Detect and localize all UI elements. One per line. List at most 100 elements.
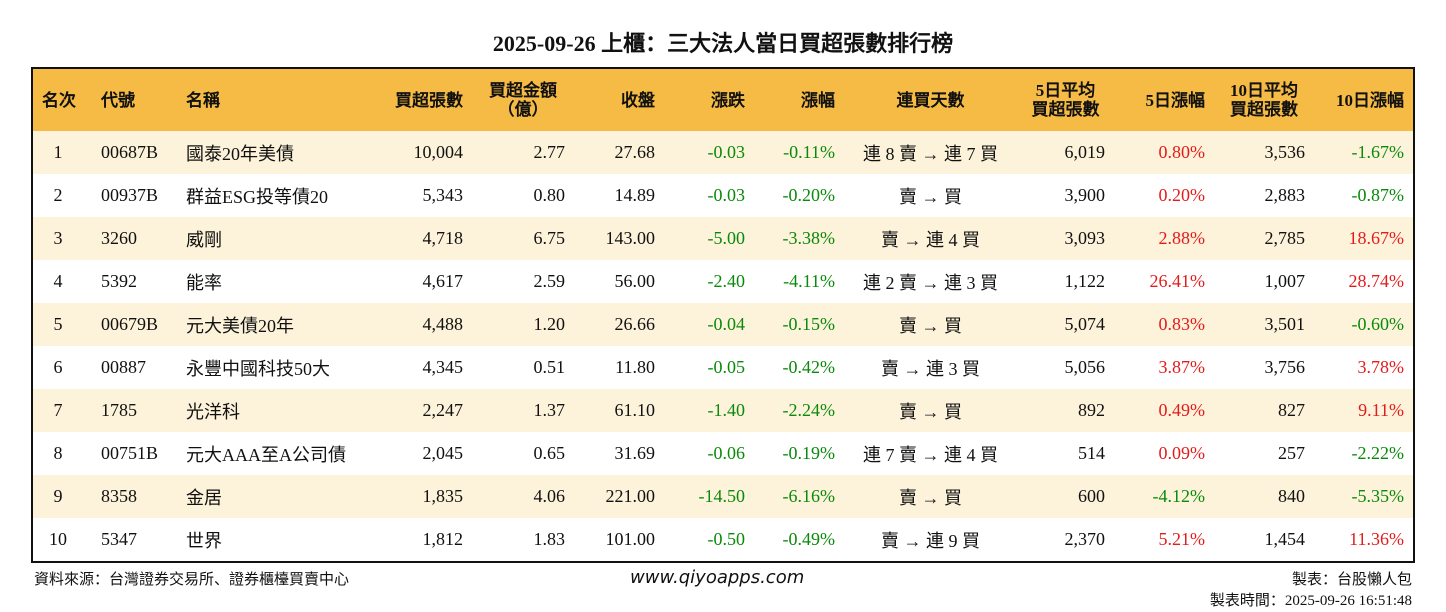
table-cell: 31.69 xyxy=(614,443,656,463)
table-cell: 61.10 xyxy=(614,400,656,420)
table-cell: -0.11% xyxy=(783,142,835,162)
header-cell: 名稱 xyxy=(177,91,372,110)
table-cell: 2,883 xyxy=(1264,185,1306,205)
table-cell: 連 2 賣 → 連 3 買 xyxy=(863,272,998,293)
table-cell: -0.42% xyxy=(782,357,836,377)
table-cell: 8 xyxy=(53,443,63,463)
table-cell: 1,812 xyxy=(422,529,464,549)
table-cell: -0.50 xyxy=(707,529,746,549)
table-cell: 能率 xyxy=(186,272,222,293)
table-cell: -0.20% xyxy=(782,185,836,205)
table-cell: 2,785 xyxy=(1264,228,1306,248)
table-cell: 0.83% xyxy=(1158,314,1206,334)
table-cell: 4,488 xyxy=(422,314,464,334)
table-cell: 27.68 xyxy=(614,142,656,162)
table-cell: 18.67% xyxy=(1348,228,1405,248)
table-cell: 光洋科 xyxy=(186,401,240,422)
table-cell: 0.09% xyxy=(1158,443,1206,463)
table-cell: 0.49% xyxy=(1158,400,1206,420)
table-cell: 5392 xyxy=(101,271,137,291)
table-cell: 0.51 xyxy=(533,357,566,377)
table-cell: -4.11% xyxy=(783,271,835,291)
header-text: 代號 xyxy=(101,90,135,110)
table-cell: -2.40 xyxy=(707,271,746,291)
table-cell: 4,617 xyxy=(422,271,464,291)
header-cell: 名次 xyxy=(33,91,92,110)
header-text: 連買天數 xyxy=(896,90,965,110)
table-cell: 3260 xyxy=(101,228,137,248)
table-cell: -3.38% xyxy=(782,228,836,248)
header-cell: 漲幅 xyxy=(754,91,844,110)
table-row: 5 00679B 元大美債20年 4,488 1.20 26.66 -0.04 -0.15% 賣… xyxy=(33,303,1413,346)
table-cell: 257 xyxy=(1278,443,1305,463)
table-cell: 0.80% xyxy=(1158,142,1206,162)
table-cell: -0.06 xyxy=(707,443,746,463)
table-cell: 6 xyxy=(53,357,63,377)
header-cell: 買超金額 （億） xyxy=(472,81,574,119)
table-cell: 4.06 xyxy=(533,486,566,506)
header-text: 買超張數 xyxy=(1031,100,1100,119)
table-cell: -5.00 xyxy=(707,228,746,248)
header-text: 買超張數 xyxy=(1230,100,1298,119)
table-cell: 賣 → 連 4 買 xyxy=(881,229,980,250)
table-cell: 1785 xyxy=(101,400,137,420)
table-cell: 永豐中國科技50大 xyxy=(186,358,330,379)
table-cell: 143.00 xyxy=(605,228,656,248)
table-cell: -0.05 xyxy=(707,357,746,377)
header-text: （億） xyxy=(497,100,549,119)
website: www.qiyoapps.com xyxy=(630,567,805,588)
table-cell: 221.00 xyxy=(605,486,656,506)
header-text: 名稱 xyxy=(186,90,220,110)
table-cell: 5 xyxy=(53,314,63,334)
table-cell: 2,045 xyxy=(422,443,464,463)
table-cell: 3.78% xyxy=(1357,357,1405,377)
header-text: 收盤 xyxy=(621,90,655,110)
table-row: 9 8358 金居 1,835 4.06 221.00 -14.50 -6.16% 賣 → 買 6… xyxy=(33,475,1413,518)
table-cell: 6.75 xyxy=(533,228,566,248)
table-row: 6 00887 永豐中國科技50大 4,345 0.51 11.80 -0.05 -0.42%… xyxy=(33,346,1413,389)
header-text: 5日平均 xyxy=(1035,81,1096,100)
table-cell: 3,900 xyxy=(1064,185,1106,205)
table-cell: 840 xyxy=(1278,486,1305,506)
table-cell: 賣 → 買 xyxy=(899,487,962,508)
table-cell: 賣 → 買 xyxy=(899,401,962,422)
table-cell: 9.11% xyxy=(1358,400,1404,420)
table-cell: 600 xyxy=(1078,486,1105,506)
table-cell: 3,756 xyxy=(1264,357,1306,377)
table-cell: 00679B xyxy=(101,314,159,334)
table-cell: 28.74% xyxy=(1348,271,1405,291)
table-cell: 國泰20年美債 xyxy=(186,143,294,164)
table-cell: 56.00 xyxy=(614,271,656,291)
header-text: 名次 xyxy=(42,90,76,110)
table-row: 1 00687B 國泰20年美債 10,004 2.77 27.68 -0.03 -0.11%… xyxy=(33,131,1413,174)
table-cell: 10 xyxy=(49,529,67,549)
table-cell: 1.37 xyxy=(533,400,566,420)
table-cell: 0.20% xyxy=(1158,185,1206,205)
table-cell: 連 7 賣 → 連 4 買 xyxy=(863,444,998,465)
maker: 製表：台股懶人包 xyxy=(1291,572,1412,588)
table-cell: 0.80 xyxy=(533,185,566,205)
table-cell: 11.80 xyxy=(615,357,655,377)
table-cell: 連 8 賣 → 連 7 買 xyxy=(863,143,998,164)
header-cell: 買超張數 xyxy=(372,91,472,110)
header-row: 名次 代號 名稱 買超張數 買超金額 （億） 收盤 漲跌 漲幅 連買天數 5日平均 買超張數 5日漲幅 1… xyxy=(33,69,1413,131)
table-row: 2 00937B 群益ESG投等債20 5,343 0.80 14.89 -0.03 -0.2… xyxy=(33,174,1413,217)
source: 資料來源：台灣證券交易所、證券櫃檯買賣中心 xyxy=(34,572,350,588)
table-cell: 2 xyxy=(53,185,63,205)
header-text: 漲跌 xyxy=(711,90,745,110)
header-cell: 10日漲幅 xyxy=(1314,91,1413,110)
table-cell: -5.35% xyxy=(1351,486,1405,506)
table-cell: -0.04 xyxy=(707,314,746,334)
table-cell: 3,501 xyxy=(1264,314,1306,334)
table-cell: 賣 → 買 xyxy=(899,186,962,207)
table-cell: 0.65 xyxy=(533,443,566,463)
table-cell: 26.41% xyxy=(1149,271,1206,291)
table-cell: 514 xyxy=(1078,443,1105,463)
header-cell: 5日漲幅 xyxy=(1114,91,1214,110)
table-cell: -4.12% xyxy=(1152,486,1206,506)
table-cell: 10,004 xyxy=(413,142,464,162)
table-cell: -0.03 xyxy=(707,185,746,205)
header-text: 買超張數 xyxy=(395,90,463,110)
ranking-table: 名次 代號 名稱 買超張數 買超金額 （億） 收盤 漲跌 漲幅 連買天數 5日平均 買超張數 5日漲幅 1… xyxy=(31,67,1415,563)
